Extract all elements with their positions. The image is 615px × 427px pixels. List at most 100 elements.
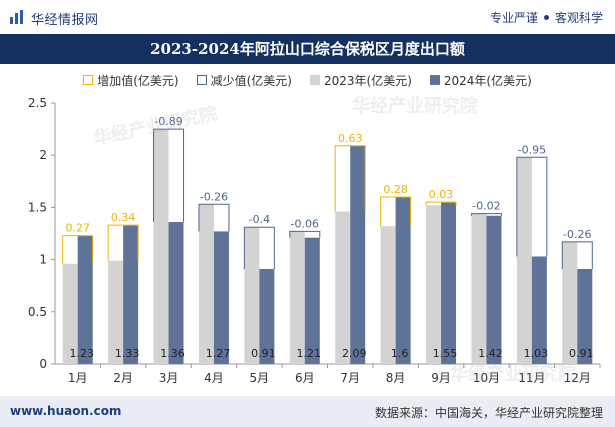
value-label-2024: 1.27 — [206, 347, 231, 360]
header: 华经情报网 专业严谨 客观科学 — [0, 0, 615, 34]
value-label-2024: 1.21 — [297, 347, 322, 360]
logo-text: 华经情报网 — [31, 13, 99, 28]
y-tick-label: 1 — [39, 253, 47, 267]
value-label-2024: 1.23 — [69, 347, 94, 360]
change-label: 0.28 — [383, 183, 408, 196]
change-label: -0.06 — [291, 217, 319, 230]
change-label: -0.95 — [518, 143, 546, 156]
x-tick-label: 8月 — [386, 371, 406, 385]
legend-item-decrease: 减少值(亿美元) — [196, 70, 292, 90]
chart-plot: 0 0.5 1 1.5 2 2.5 1月 0.27 1.23 2月 0.34 1.33 3月 -0.89 1… — [28, 96, 601, 385]
value-label-2024: 0.91 — [569, 347, 594, 360]
decrease-box — [516, 156, 548, 257]
decrease-box — [153, 128, 185, 223]
tagline-dot — [543, 15, 549, 20]
increase-box — [334, 145, 366, 212]
legend-label-decrease: 减少值(亿美元) — [210, 73, 292, 88]
legend: 增加值(亿美元) 减少值(亿美元) 2023年(亿美元) 2024年(亿美元) — [0, 70, 615, 90]
footer-website: www.huaon.com — [10, 404, 122, 418]
x-tick-label: 5月 — [250, 371, 270, 385]
change-label: 0.63 — [338, 132, 363, 145]
y-tick-label: 2 — [39, 148, 47, 162]
bar-2024 — [531, 256, 547, 364]
value-label-2024: 1.42 — [478, 347, 503, 360]
x-tick-label: 11月 — [518, 371, 545, 385]
bar-2024 — [304, 237, 320, 364]
bar-2023 — [198, 204, 214, 364]
x-tick-label: 10月 — [473, 371, 500, 385]
bar-2024 — [441, 202, 457, 364]
x-tick-label: 7月 — [340, 371, 360, 385]
increase-box — [425, 201, 457, 206]
bar-2024 — [259, 268, 275, 364]
legend-label-2024: 2024年(亿美元) — [443, 73, 532, 88]
bar-2023 — [471, 213, 487, 364]
legend-item-2023: 2023年(亿美元) — [309, 70, 412, 90]
decrease-box — [470, 213, 502, 216]
value-label-2024: 1.6 — [391, 347, 409, 360]
bar-2024 — [577, 268, 593, 364]
y-tick-label: 0.5 — [28, 305, 47, 319]
bar-2023 — [380, 226, 396, 364]
bar-2024 — [213, 231, 229, 364]
legend-item-2024: 2024年(亿美元) — [429, 70, 532, 90]
bar-2023 — [289, 231, 305, 364]
value-label-2024: 0.91 — [251, 347, 276, 360]
value-label-2024: 2.09 — [342, 347, 367, 360]
decrease-box — [561, 241, 593, 269]
change-label: -0.89 — [154, 115, 182, 128]
change-label: -0.4 — [249, 213, 270, 226]
logo-icon — [10, 10, 23, 24]
tagline-left: 专业严谨 — [489, 11, 538, 25]
decrease-box — [198, 203, 230, 232]
x-tick-label: 4月 — [204, 371, 224, 385]
increase-box — [107, 224, 139, 261]
bar-2024 — [123, 225, 139, 364]
title-bar: 2023-2024年阿拉山口综合保税区月度出口额 — [0, 34, 615, 64]
chart-title: 2023-2024年阿拉山口综合保税区月度出口额 — [150, 40, 465, 58]
bar-2024 — [168, 222, 184, 364]
bar-2024 — [395, 196, 411, 364]
legend-label-2023: 2023年(亿美元) — [323, 73, 412, 88]
legend-swatch-2024 — [429, 75, 440, 85]
decrease-box — [289, 230, 321, 238]
legend-swatch-2023 — [309, 75, 320, 85]
value-label-2024: 1.36 — [160, 347, 185, 360]
change-label: -0.02 — [472, 200, 500, 213]
x-tick-label: 2月 — [113, 371, 133, 385]
bar-2024 — [77, 235, 93, 364]
bar-2023 — [335, 211, 351, 364]
value-label-2024: 1.55 — [433, 347, 458, 360]
x-tick-label: 3月 — [159, 371, 179, 385]
x-tick-label: 6月 — [295, 371, 315, 385]
legend-item-increase: 增加值(亿美元) — [83, 70, 179, 90]
change-label: -0.26 — [200, 190, 228, 203]
change-label: 0.03 — [429, 188, 454, 201]
bar-2023 — [426, 205, 442, 364]
y-tick-label: 1.5 — [28, 200, 47, 214]
change-label: 0.34 — [111, 211, 136, 224]
increase-box — [380, 196, 412, 227]
bar-2023 — [108, 260, 124, 364]
footer: www.huaon.com 数据来源：中国海关，华经产业研究院整理 — [0, 396, 615, 427]
bar-2024 — [486, 215, 502, 364]
x-tick-label: 1月 — [68, 371, 88, 385]
legend-label-increase: 增加值(亿美元) — [97, 73, 179, 88]
legend-swatch-increase — [83, 75, 94, 85]
y-tick-label: 0 — [39, 357, 47, 371]
bar-2023 — [244, 227, 260, 364]
legend-swatch-decrease — [196, 75, 207, 85]
value-label-2024: 1.03 — [524, 347, 549, 360]
x-tick-label: 9月 — [431, 371, 451, 385]
footer-source: 数据来源：中国海关，华经产业研究院整理 — [374, 406, 603, 420]
bar-2024 — [350, 145, 366, 364]
bar-2023 — [62, 263, 78, 364]
tagline: 专业严谨 客观科学 — [490, 9, 603, 26]
change-label: 0.27 — [65, 222, 90, 235]
bar-2023 — [562, 241, 578, 364]
y-tick-label: 2.5 — [28, 96, 47, 110]
tagline-right: 客观科学 — [554, 11, 603, 25]
bar-2023 — [516, 157, 532, 364]
decrease-box — [243, 226, 275, 269]
increase-box — [62, 235, 94, 264]
